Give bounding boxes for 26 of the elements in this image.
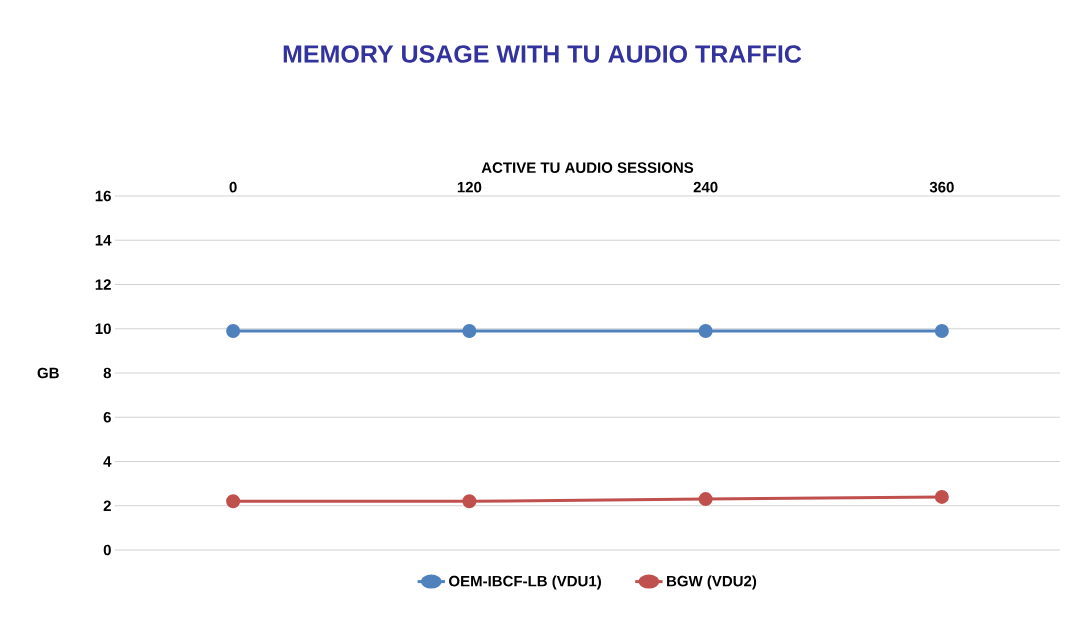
point	[698, 323, 713, 338]
point	[226, 494, 241, 509]
chart-title: MEMORY USAGE WITH TU AUDIO TRAFFIC	[283, 45, 802, 63]
point	[934, 323, 949, 338]
legend-label: OEM-IBCF-LB (VDU1)	[449, 575, 601, 590]
x-tick-label: 120	[457, 181, 482, 193]
legend-label: BGW (VDU2)	[667, 575, 757, 590]
point	[698, 492, 713, 507]
y-tick-label: 10	[95, 323, 111, 335]
y-tick-label: 4	[103, 456, 112, 467]
y-tick-label: 2	[103, 500, 111, 511]
y-tick-label: 6	[103, 411, 111, 423]
y-tick-label: 0	[103, 544, 111, 556]
y-tick-label: 14	[95, 235, 112, 246]
y-tick-label: 16	[95, 190, 111, 202]
x-axis-title: ACTIVE TU AUDIO SESSIONS	[481, 162, 694, 173]
x-tick-label: 0	[229, 181, 237, 193]
point	[226, 323, 241, 338]
x-tick-label: 360	[929, 181, 954, 193]
point	[934, 489, 949, 504]
y-tick-label: 12	[95, 279, 111, 290]
point	[462, 494, 477, 509]
y-axis-title: GB	[37, 367, 59, 379]
point	[462, 323, 477, 338]
y-tick-label: 8	[103, 367, 112, 379]
x-tick-label: 240	[693, 181, 718, 193]
